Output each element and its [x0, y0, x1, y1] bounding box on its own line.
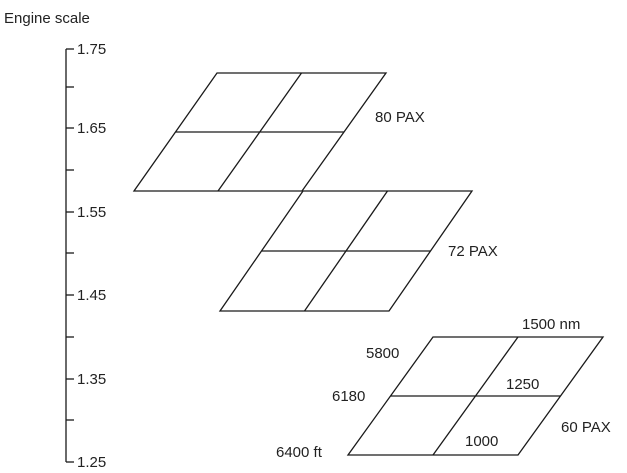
axis-tick-label: 1.55	[77, 204, 106, 221]
axis-tick-label: 1.25	[77, 454, 106, 471]
range-label-top: 1500 nm	[522, 316, 580, 333]
field-length-label-mid: 6180	[332, 388, 365, 405]
axis-tick-label: 1.35	[77, 371, 106, 388]
grid-midline-diagonal	[432, 336, 519, 456]
axis-tick-label: 1.75	[77, 41, 106, 58]
grid-label: 72 PAX	[448, 243, 498, 260]
range-label-mid: 1250	[506, 376, 539, 393]
grid-outline	[218, 190, 474, 312]
axis-title: Engine scale	[4, 10, 90, 27]
field-length-label-low: 6400 ft	[276, 444, 323, 461]
grid-label: 80 PAX	[375, 109, 425, 126]
grid-72-pax: 72 PAX	[218, 190, 498, 312]
grid-label: 60 PAX	[561, 419, 611, 436]
grid-midline-diagonal	[217, 72, 303, 192]
field-length-label-top: 5800	[366, 345, 399, 362]
grid-80-pax: 80 PAX	[132, 72, 425, 192]
grid-midline-diagonal	[303, 190, 389, 312]
grid-outline	[132, 72, 388, 192]
axis-tick-label: 1.65	[77, 120, 106, 137]
engine-scale-axis: 1.75 1.65 1.55 1.45 1.35 1.25	[65, 41, 106, 471]
range-label-low: 1000	[465, 433, 498, 450]
axis-tick-label: 1.45	[77, 287, 106, 304]
grid-60-pax: 60 PAX 1500 nm 1250 1000 5800 6180 6400 …	[276, 316, 611, 461]
grid-outline	[346, 336, 605, 456]
